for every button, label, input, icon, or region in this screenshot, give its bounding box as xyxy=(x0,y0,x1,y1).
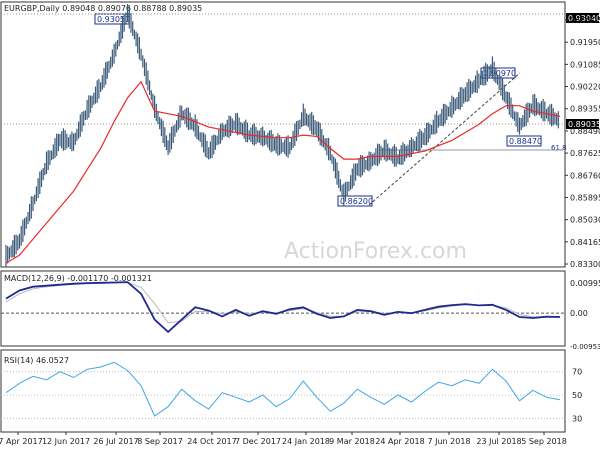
macd-header: MACD(12,26,9) -0.001170 -0.001321 xyxy=(4,274,152,283)
price-panel xyxy=(0,1,566,268)
x-tick-label: 8 Sep 2017 xyxy=(137,437,183,446)
price-y-tick-label: 0.83300 xyxy=(570,260,600,269)
macd-panel xyxy=(0,270,566,347)
callout-support-box xyxy=(506,135,542,147)
price-y-tick-label: 0.91085 xyxy=(570,60,600,69)
x-tick-label: 26 Jul 2017 xyxy=(93,437,138,446)
callout-high-text: 0.93050 xyxy=(97,15,130,24)
price-y-tick-label: 0.88490 xyxy=(570,127,600,136)
price-y-tick-label: 0.85030 xyxy=(570,216,600,225)
price-header: EURGBP,Daily 0.89048 0.89076 0.88788 0.8… xyxy=(4,4,202,13)
macd-y-tick-label: -0.009538 xyxy=(570,343,600,351)
watermark: ActionForex.com xyxy=(284,239,467,264)
price-y-tick-label: 0.85895 xyxy=(570,193,600,202)
x-tick-label: 7 Dec 2017 xyxy=(235,437,281,446)
x-tick-label: 9 Mar 2018 xyxy=(329,437,375,446)
rsi-y-tick-label: 30 xyxy=(572,414,582,423)
macd-line xyxy=(5,281,561,334)
current-price-text: 0.89035 xyxy=(568,120,600,129)
macd-y-tick-label: 0.00 xyxy=(570,309,588,318)
x-tick-label: 23 Jul 2018 xyxy=(476,437,521,446)
macd-y-tick-label: 0.00995 xyxy=(570,279,600,288)
moving-average-line xyxy=(5,80,561,264)
price-y-tick-label: 0.89355 xyxy=(570,105,600,114)
rsi-header: RSI(14) 46.0527 xyxy=(4,356,69,365)
callout-low-box xyxy=(337,195,373,207)
x-tick-label: 12 Jun 2017 xyxy=(42,437,90,446)
rsi-y-tick-label: 70 xyxy=(572,368,582,377)
price-y-tick-label: 0.87625 xyxy=(570,149,600,158)
dynamic-layer: 0.92815 0.91950 0.91085 0.90220 0.89355 0.884… xyxy=(0,4,600,446)
rsi-y-tick-label: 50 xyxy=(572,391,582,400)
current-price-box xyxy=(566,119,599,129)
price-y-tick-label: 0.90220 xyxy=(570,83,600,92)
callout-support: 0.88470 xyxy=(506,135,542,147)
rsi-line xyxy=(5,361,561,417)
x-tick-label: 27 Apr 2017 xyxy=(0,437,43,446)
callout-low-text: 0.86200 xyxy=(340,197,373,206)
x-tick-label: 24 Jan 2018 xyxy=(282,437,330,446)
top-value-box xyxy=(566,13,599,23)
x-tick-label: 7 Jun 2018 xyxy=(427,437,470,446)
price-y-tick-label: 0.92815 xyxy=(570,16,600,25)
x-tick-label: 24 Oct 2017 xyxy=(187,437,236,446)
callout-low: 0.86200 xyxy=(337,195,373,207)
callout-high: 0.93050 xyxy=(94,13,130,25)
price-y-tick-label: 0.86760 xyxy=(570,171,600,180)
fib-label: 61.8 xyxy=(551,144,567,152)
top-value-text: 0.93040 xyxy=(568,14,600,23)
x-tick-label: 24 Apr 2018 xyxy=(375,437,424,446)
rsi-panel xyxy=(0,349,566,433)
fib-trend-line xyxy=(368,72,521,206)
price-y-tick-label: 0.84165 xyxy=(570,238,600,247)
x-tick-label: 5 Sep 2018 xyxy=(521,437,567,446)
callout-peak-text: 0.90970 xyxy=(483,69,516,78)
callout-support-text: 0.88470 xyxy=(509,137,542,146)
price-y-tick-label: 0.91950 xyxy=(570,38,600,47)
